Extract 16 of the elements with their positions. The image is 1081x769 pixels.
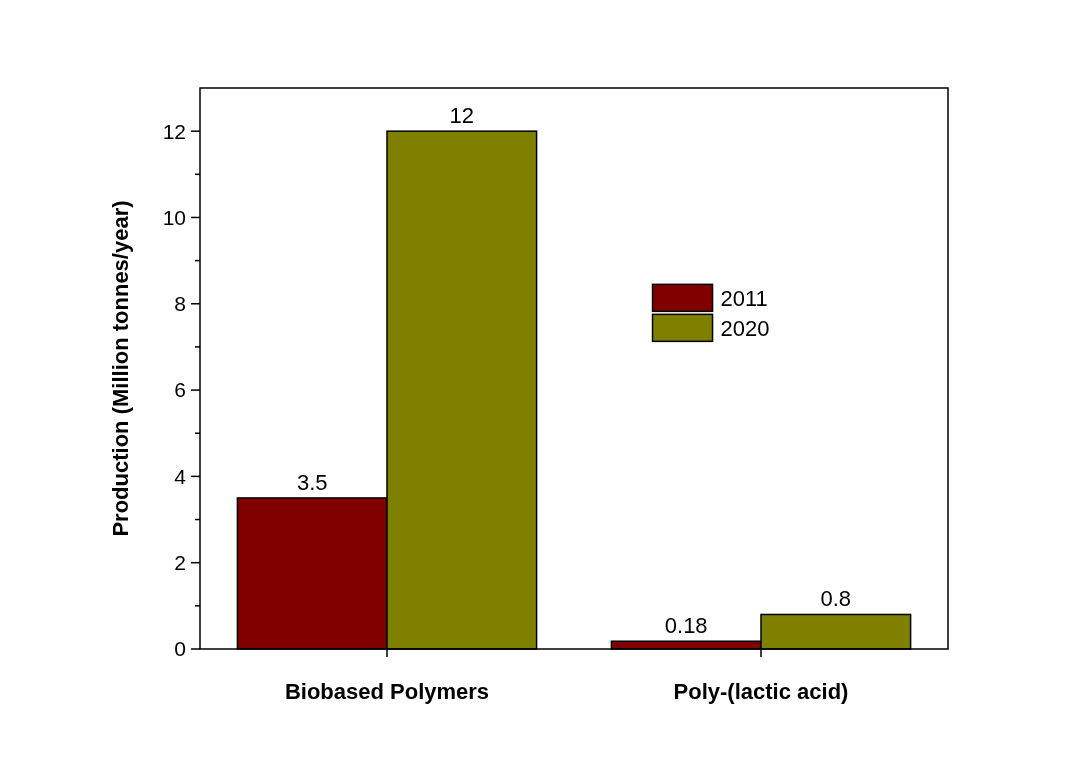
y-tick-label: 8: [174, 292, 186, 316]
y-tick-label: 6: [174, 378, 186, 402]
data-label: 3.5: [296, 469, 328, 495]
x-tick-label: Biobased Polymers: [284, 679, 490, 704]
data-label: 12: [449, 103, 475, 129]
y-axis-title: Production (Million tonnes/year): [108, 200, 133, 537]
data-label: 0.8: [820, 586, 852, 612]
y-tick-label: 0: [174, 637, 186, 661]
y-tick-label: 10: [162, 205, 186, 229]
data-label: 0.18: [664, 613, 708, 639]
y-tick-label: 2: [174, 551, 186, 575]
y-tick-label: 12: [162, 119, 186, 143]
x-tick-label: Poly-(lactic acid): [673, 679, 849, 704]
y-tick-label: 4: [174, 464, 187, 488]
legend-label: 2020: [720, 316, 770, 342]
legend-label: 2011: [720, 286, 768, 312]
